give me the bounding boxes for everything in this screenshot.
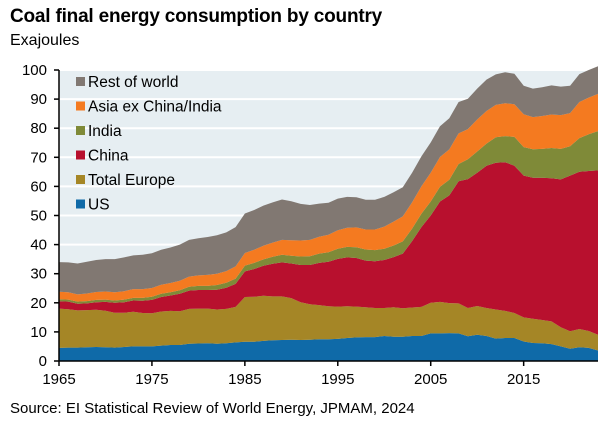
legend-swatch xyxy=(76,175,85,184)
y-tick-label: 50 xyxy=(30,208,47,225)
chart-title: Coal final energy consumption by country xyxy=(10,6,383,27)
area-layers xyxy=(59,66,598,361)
x-tick-label: 2005 xyxy=(414,371,447,388)
chart-subtitle: Exajoules xyxy=(10,32,80,49)
axes: 0 10 20 30 40 50 60 70 80 90 100 1965 1975 1985 1995 20… xyxy=(22,62,598,388)
legend-swatch xyxy=(76,77,85,86)
legend-swatch xyxy=(76,199,85,209)
y-tick-label: 20 xyxy=(30,295,47,312)
legend-label: Total Europe xyxy=(88,172,175,189)
source-note: Source: EI Statistical Review of World E… xyxy=(10,400,415,417)
y-tick-label: 10 xyxy=(30,324,47,341)
x-tick-label: 1965 xyxy=(42,371,75,388)
legend-swatch xyxy=(76,126,85,135)
legend-swatch xyxy=(76,101,85,111)
x-tick-label: 1975 xyxy=(135,371,168,388)
y-tick-label: 0 xyxy=(39,353,47,370)
y-tick-label: 90 xyxy=(30,91,47,108)
area-total-europe xyxy=(59,295,598,351)
area-rest-of-world xyxy=(59,66,598,295)
y-tick-label: 60 xyxy=(30,178,47,195)
legend-label: India xyxy=(88,123,122,140)
x-tick-label: 1995 xyxy=(321,371,354,388)
x-tick-label: 1985 xyxy=(228,371,261,388)
x-tick-label: 2015 xyxy=(507,371,540,388)
area-asia-ex-china-india xyxy=(59,93,598,302)
legend-label: Asia ex China/India xyxy=(88,99,222,116)
y-tick-label: 30 xyxy=(30,266,47,283)
y-tick-label: 80 xyxy=(30,120,47,137)
legend-label: US xyxy=(88,197,110,214)
y-tick-label: 100 xyxy=(22,62,47,79)
area-india xyxy=(59,131,598,304)
legend: Rest of world Asia ex China/India India Chi… xyxy=(76,74,222,214)
area-china xyxy=(59,162,598,335)
legend-label: China xyxy=(88,148,129,165)
y-tick-label: 70 xyxy=(30,149,47,166)
area-us xyxy=(59,333,598,361)
y-tick-label: 40 xyxy=(30,237,47,254)
legend-label: Rest of world xyxy=(88,74,178,91)
legend-swatch xyxy=(76,150,85,160)
